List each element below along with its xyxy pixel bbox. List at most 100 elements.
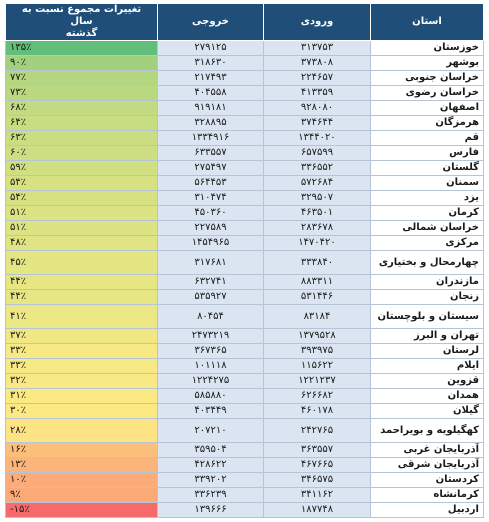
province-cell: کردستان (370, 472, 484, 488)
header-outgoing: خروجی (157, 3, 264, 41)
header-incoming: ورودی (263, 3, 371, 41)
incoming-cell: ۱۱۵۶۲۲ (263, 358, 371, 374)
change-cell: ۳۳٪ (5, 358, 158, 374)
outgoing-cell: ۵۸۵۸۸۰ (157, 388, 264, 404)
incoming-cell: ۱۳۷۹۵۲۸ (263, 328, 371, 344)
outgoing-cell: ۵۳۵۹۲۷ (157, 289, 264, 305)
change-cell: -۱۵٪ (5, 502, 158, 518)
change-cell: ۳۳٪ (5, 343, 158, 359)
incoming-cell: ۴۶۳۵۰۱ (263, 205, 371, 221)
province-cell: ایلام (370, 358, 484, 374)
outgoing-cell: ۲۰۷۲۱۰ (157, 418, 264, 443)
table-row: خوزستان ۳۱۳۷۵۳ ۲۷۹۱۲۵ ۱۳۵٪ (5, 40, 484, 56)
province-cell: آذربایجان شرقی (370, 457, 484, 473)
table-row: قزوین ۱۲۲۱۲۳۷ ۱۲۲۴۲۷۵ ۳۲٪ (5, 373, 484, 389)
change-cell: ۴۵٪ (5, 250, 158, 275)
province-cell: سیستان و بلوچستان (370, 304, 484, 329)
incoming-cell: ۳۶۳۵۵۷ (263, 442, 371, 458)
table-row: سمنان ۵۷۲۶۸۴ ۵۶۴۴۵۳ ۵۴٪ (5, 175, 484, 191)
incoming-cell: ۴۱۳۳۵۹ (263, 85, 371, 101)
outgoing-cell: ۳۳۶۲۳۹ (157, 487, 264, 503)
incoming-cell: ۲۴۲۷۶۵ (263, 418, 371, 443)
incoming-cell: ۲۲۴۶۵۷ (263, 70, 371, 86)
change-cell: ۹۰٪ (5, 55, 158, 71)
outgoing-cell: ۳۳۹۲۰۲ (157, 472, 264, 488)
table-row: گیلان ۴۶۰۱۷۸ ۴۰۳۴۴۹ ۳۰٪ (5, 403, 484, 419)
table-row: کرمانشاه ۳۴۱۱۶۲ ۳۳۶۲۳۹ ۹٪ (5, 487, 484, 503)
province-cell: زنجان (370, 289, 484, 305)
incoming-cell: ۳۷۳۸۰۸ (263, 55, 371, 71)
province-cell: مازندران (370, 274, 484, 290)
outgoing-cell: ۴۲۸۶۲۲ (157, 457, 264, 473)
outgoing-cell: ۴۰۴۵۵۸ (157, 85, 264, 101)
change-cell: ۶۴٪ (5, 115, 158, 131)
change-cell: ۱۳٪ (5, 457, 158, 473)
change-cell: ۳۲٪ (5, 373, 158, 389)
outgoing-cell: ۳۱۰۴۷۴ (157, 190, 264, 206)
incoming-cell: ۳۹۳۹۷۵ (263, 343, 371, 359)
province-cell: خراسان رضوی (370, 85, 484, 101)
change-cell: ۵۹٪ (5, 160, 158, 176)
table-row: زنجان ۵۳۱۴۴۶ ۵۳۵۹۲۷ ۴۴٪ (5, 289, 484, 305)
incoming-cell: ۶۲۶۶۸۲ (263, 388, 371, 404)
data-table-container: استان ورودی خروجی تغییرات مجموع نسبت به … (5, 3, 484, 518)
change-cell: ۴۴٪ (5, 274, 158, 290)
incoming-cell: ۱۲۲۱۲۳۷ (263, 373, 371, 389)
table-row: فارس ۶۵۷۵۹۹ ۶۳۳۵۵۷ ۶۰٪ (5, 145, 484, 161)
table-row: بوشهر ۳۷۳۸۰۸ ۳۱۸۶۳۰ ۹۰٪ (5, 55, 484, 71)
change-cell: ۴۱٪ (5, 304, 158, 329)
table-row: ایلام ۱۱۵۶۲۲ ۱۰۱۱۱۸ ۳۳٪ (5, 358, 484, 374)
header-change-line2: گذشته (65, 28, 98, 39)
province-cell: گیلان (370, 403, 484, 419)
province-traffic-table: استان ورودی خروجی تغییرات مجموع نسبت به … (5, 3, 484, 518)
table-row: خراسان شمالی ۲۸۳۶۷۸ ۲۲۷۵۸۹ ۵۱٪ (5, 220, 484, 236)
outgoing-cell: ۲۷۹۱۲۵ (157, 40, 264, 56)
table-row: کردستان ۳۴۶۵۷۵ ۳۳۹۲۰۲ ۱۰٪ (5, 472, 484, 488)
outgoing-cell: ۱۳۳۴۹۱۶ (157, 130, 264, 146)
table-row: همدان ۶۲۶۶۸۲ ۵۸۵۸۸۰ ۳۱٪ (5, 388, 484, 404)
province-cell: اردبیل (370, 502, 484, 518)
incoming-cell: ۴۶۰۱۷۸ (263, 403, 371, 419)
incoming-cell: ۸۳۱۸۴ (263, 304, 371, 329)
change-cell: ۹٪ (5, 487, 158, 503)
table-row: اردبیل ۱۸۷۷۴۸ ۱۳۹۶۶۶ -۱۵٪ (5, 502, 484, 518)
header-row: استان ورودی خروجی تغییرات مجموع نسبت به … (5, 3, 484, 41)
incoming-cell: ۳۳۶۵۵۲ (263, 160, 371, 176)
outgoing-cell: ۳۵۹۵۰۴ (157, 442, 264, 458)
province-cell: خراسان جنوبی (370, 70, 484, 86)
incoming-cell: ۴۶۷۶۶۵ (263, 457, 371, 473)
incoming-cell: ۶۵۷۵۹۹ (263, 145, 371, 161)
outgoing-cell: ۱۲۲۴۲۷۵ (157, 373, 264, 389)
table-row: کهگیلویه و بویراحمد ۲۴۲۷۶۵ ۲۰۷۲۱۰ ۲۸٪ (5, 418, 484, 443)
outgoing-cell: ۲۷۵۴۹۷ (157, 160, 264, 176)
change-cell: ۶۳٪ (5, 130, 158, 146)
outgoing-cell: ۹۱۹۱۸۱ (157, 100, 264, 116)
incoming-cell: ۵۳۱۴۴۶ (263, 289, 371, 305)
table-row: آذربایجان غربی ۳۶۳۵۵۷ ۳۵۹۵۰۴ ۱۶٪ (5, 442, 484, 458)
table-row: خراسان رضوی ۴۱۳۳۵۹ ۴۰۴۵۵۸ ۷۳٪ (5, 85, 484, 101)
change-cell: ۵۴٪ (5, 175, 158, 191)
table-row: لرستان ۳۹۳۹۷۵ ۳۶۷۳۶۵ ۳۳٪ (5, 343, 484, 359)
table-row: خراسان جنوبی ۲۲۴۶۵۷ ۲۱۷۴۹۳ ۷۷٪ (5, 70, 484, 86)
incoming-cell: ۹۲۸۰۸۰ (263, 100, 371, 116)
province-cell: سمنان (370, 175, 484, 191)
incoming-cell: ۱۸۷۷۴۸ (263, 502, 371, 518)
outgoing-cell: ۱۰۱۱۱۸ (157, 358, 264, 374)
change-cell: ۳۷٪ (5, 328, 158, 344)
table-row: آذربایجان شرقی ۴۶۷۶۶۵ ۴۲۸۶۲۲ ۱۳٪ (5, 457, 484, 473)
change-cell: ۱۰٪ (5, 472, 158, 488)
incoming-cell: ۲۸۳۶۷۸ (263, 220, 371, 236)
province-cell: اصفهان (370, 100, 484, 116)
province-cell: خراسان شمالی (370, 220, 484, 236)
outgoing-cell: ۱۴۵۴۹۶۵ (157, 235, 264, 251)
province-cell: مرکزی (370, 235, 484, 251)
province-cell: همدان (370, 388, 484, 404)
province-cell: یزد (370, 190, 484, 206)
province-cell: کهگیلویه و بویراحمد (370, 418, 484, 443)
change-cell: ۳۱٪ (5, 388, 158, 404)
table-row: مرکزی ۱۴۷۰۴۲۰ ۱۴۵۴۹۶۵ ۴۸٪ (5, 235, 484, 251)
change-cell: ۱۳۵٪ (5, 40, 158, 56)
outgoing-cell: ۲۱۷۴۹۳ (157, 70, 264, 86)
incoming-cell: ۳۴۶۵۷۵ (263, 472, 371, 488)
outgoing-cell: ۲۴۷۳۲۱۹ (157, 328, 264, 344)
